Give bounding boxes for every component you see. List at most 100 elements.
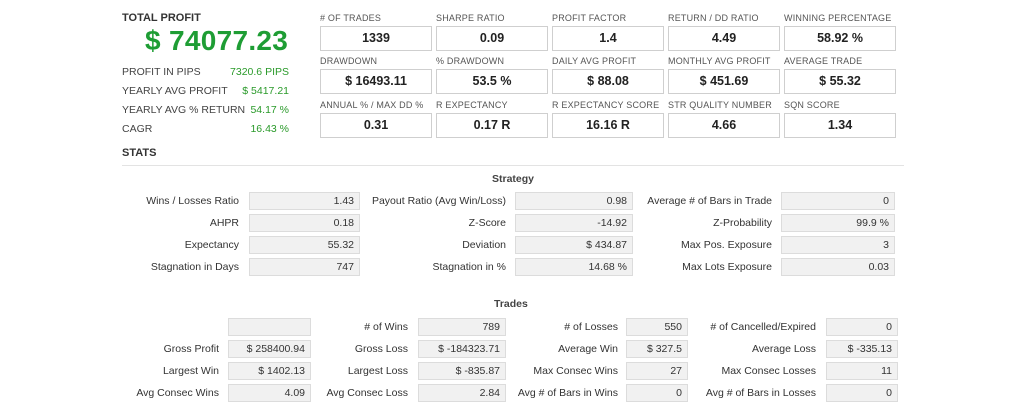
trades-label: Avg # of Bars in Wins [517,387,618,399]
strategy-label: AHPR [209,217,239,229]
metric-value: $ 55.32 [784,69,896,94]
metric-label: SQN SCORE [784,100,840,110]
metric-value: 1.34 [784,113,896,138]
metric-drawdown: DRAWDOWN $ 16493.11 [320,56,432,94]
strategy-label: Stagnation in Days [150,261,239,273]
metric-label: MONTHLY AVG PROFIT [668,56,771,66]
trades-value: 0 [626,384,688,402]
trades-label: Largest Loss [347,365,408,377]
summary-label: PROFIT IN PIPS [122,66,201,78]
trades-value: $ -184323.71 [418,340,506,358]
metric-value: $ 88.08 [552,69,664,94]
metric-label: AVERAGE TRADE [784,56,863,66]
metric-value: 0.31 [320,113,432,138]
strategy-value: 1.43 [249,192,360,210]
metric-sharpe-ratio: SHARPE RATIO 0.09 [436,13,548,51]
summary-row-cagr: CAGR 16.43 % [122,123,289,137]
summary-label: CAGR [122,123,153,135]
metric-label: DRAWDOWN [320,56,378,66]
strategy-label: Deviation [462,239,506,251]
summary-value: 7320.6 PIPS [230,66,289,78]
strategy-title: Strategy [492,173,535,185]
metric-label: WINNING PERCENTAGE [784,13,892,23]
metric-number-of-trades: # OF TRADES 1339 [320,13,432,51]
metric-label: RETURN / DD RATIO [668,13,759,23]
metric-sqn-score: SQN SCORE 1.34 [784,100,896,138]
metric-daily-avg-profit: DAILY AVG PROFIT $ 88.08 [552,56,664,94]
trades-value: 789 [418,318,506,336]
summary-value: $ 5417.21 [242,85,289,97]
summary-row-yearly-avg-profit: YEARLY AVG PROFIT $ 5417.21 [122,85,289,99]
metric-profit-factor: PROFIT FACTOR 1.4 [552,13,664,51]
trades-label: Gross Loss [354,343,408,355]
strategy-label: Expectancy [184,239,239,251]
strategy-label: Max Lots Exposure [682,261,772,273]
strategy-label: Max Pos. Exposure [680,239,772,251]
strategy-value: 747 [249,258,360,276]
trades-label: Largest Win [162,365,219,377]
strategy-value: 0.18 [249,214,360,232]
metric-monthly-avg-profit: MONTHLY AVG PROFIT $ 451.69 [668,56,780,94]
trades-label: Average Win [558,343,618,355]
metric-label: STR QUALITY NUMBER [668,100,772,110]
metric-label: R EXPECTANCY [436,100,508,110]
trades-label: # of Wins [364,321,408,333]
trades-value: $ -835.87 [418,362,506,380]
trades-label [110,318,219,336]
strategy-value: -14.92 [515,214,633,232]
trades-label: # of Losses [564,321,618,333]
metric-value: 0.09 [436,26,548,51]
trades-value: $ 258400.94 [228,340,311,358]
metric-percent-drawdown: % DRAWDOWN 53.5 % [436,56,548,94]
strategy-label: Stagnation in % [432,261,506,273]
metric-label: % DRAWDOWN [436,56,505,66]
strategy-value: 55.32 [249,236,360,254]
trades-value [228,318,311,336]
metric-value: 16.16 R [552,113,664,138]
summary-row-yearly-avg-return: YEARLY AVG % RETURN 54.17 % [122,104,289,118]
summary-row-profit-pips: PROFIT IN PIPS 7320.6 PIPS [122,66,289,80]
strategy-label: Z-Probability [713,217,772,229]
strategy-value: 0.98 [515,192,633,210]
metric-value: 1.4 [552,26,664,51]
metric-value: 0.17 R [436,113,548,138]
strategy-label: Z-Score [468,217,506,229]
trades-value: 0 [826,318,898,336]
metric-value: 53.5 % [436,69,548,94]
metric-return-dd-ratio: RETURN / DD RATIO 4.49 [668,13,780,51]
trades-value: 4.09 [228,384,311,402]
metric-value: $ 16493.11 [320,69,432,94]
trades-value: $ 327.5 [626,340,688,358]
stats-divider [122,165,904,166]
strategy-value: $ 434.87 [515,236,633,254]
trades-value: 11 [826,362,898,380]
metric-annual-max-dd: ANNUAL % / MAX DD % 0.31 [320,100,432,138]
strategy-value: 0.03 [781,258,895,276]
metric-label: R EXPECTANCY SCORE [552,100,660,110]
summary-label: YEARLY AVG % RETURN [122,104,246,116]
strategy-value: 3 [781,236,895,254]
trades-label: Max Consec Losses [721,365,816,377]
trades-value: 27 [626,362,688,380]
metric-str-quality-number: STR QUALITY NUMBER 4.66 [668,100,780,138]
metric-label: ANNUAL % / MAX DD % [320,100,424,110]
trades-value: 2.84 [418,384,506,402]
metric-value: 4.49 [668,26,780,51]
trades-label: Avg Consec Loss [326,387,408,399]
trades-label: Gross Profit [163,343,219,355]
strategy-label: Wins / Losses Ratio [146,195,239,207]
strategy-value: 14.68 % [515,258,633,276]
trades-title: Trades [494,298,528,310]
trades-value: 0 [826,384,898,402]
summary-value: 16.43 % [250,123,289,135]
metric-label: # OF TRADES [320,13,382,23]
total-profit-value: $ 74077.23 [145,25,289,56]
trades-label: Average Loss [751,343,816,355]
trades-label: Max Consec Wins [533,365,618,377]
metric-label: SHARPE RATIO [436,13,505,23]
strategy-value: 99.9 % [781,214,895,232]
metric-value: 1339 [320,26,432,51]
stats-title: STATS [122,147,157,159]
metric-r-expectancy: R EXPECTANCY 0.17 R [436,100,548,138]
metric-value: 4.66 [668,113,780,138]
